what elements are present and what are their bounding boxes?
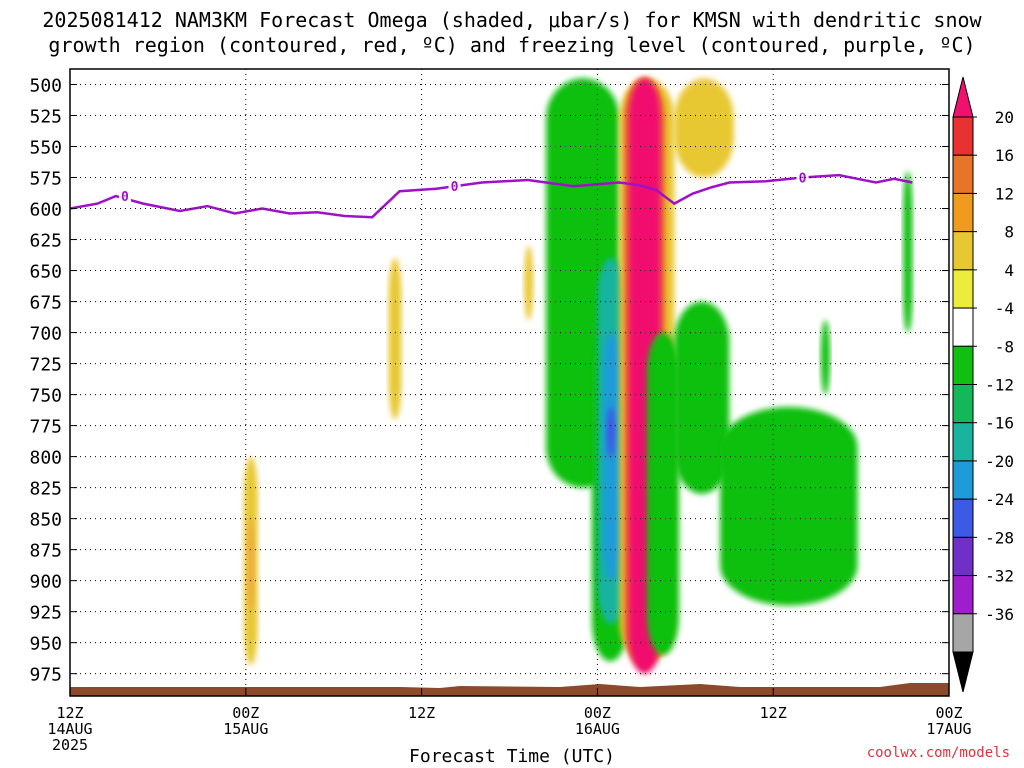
- colorbar-label-3: 8: [1004, 223, 1014, 242]
- plot-frame: [69, 68, 950, 697]
- colorbar-label-9: -20: [985, 452, 1014, 471]
- freezing-level-label-2: 0: [799, 172, 807, 187]
- colorbar-box-1: [952, 154, 974, 194]
- omega-region-14: [674, 78, 734, 178]
- y-tick-label-525: 525: [29, 107, 62, 128]
- grid: [70, 69, 949, 696]
- freezing-level-label-bg-0: [118, 188, 131, 203]
- colorbar-label-12: -32: [985, 567, 1014, 586]
- freezing-level-label-0: 0: [121, 190, 129, 205]
- y-tick-label-650: 650: [29, 262, 62, 283]
- colorbar-label-13: -36: [985, 605, 1014, 624]
- colorbar-box-8: [952, 422, 974, 462]
- x-tick-label-0-1: 14AUG: [47, 720, 92, 738]
- omega-region-13: [674, 301, 730, 494]
- colorbar-top-triangle: [952, 76, 974, 118]
- x-tick-label-1-1: 15AUG: [223, 720, 268, 738]
- y-tick-label-950: 950: [29, 634, 62, 655]
- colorbar-box-2: [952, 192, 974, 233]
- omega-region-16: [820, 320, 830, 395]
- y-tick-label-500: 500: [29, 76, 62, 97]
- colorbar-box-10: [952, 498, 974, 538]
- x-tick-label-5-0: 00Z: [935, 704, 962, 722]
- colorbar-label-2: 12: [995, 184, 1014, 203]
- y-tick-label-750: 750: [29, 386, 62, 407]
- colorbar-label-11: -28: [985, 528, 1014, 547]
- x-tick-label-5-1: 17AUG: [926, 720, 971, 738]
- colorbar-label-8: -16: [985, 414, 1014, 433]
- x-tick-label-0-0: 12Z: [56, 704, 83, 722]
- omega-region-15: [720, 406, 858, 606]
- y-tick-label-775: 775: [29, 417, 62, 438]
- colorbar-box-6: [952, 345, 974, 385]
- plot-area: 0 0 0: [70, 78, 949, 696]
- colorbar-label-0: 20: [995, 108, 1014, 127]
- colorbar-label-10: -24: [985, 490, 1014, 509]
- freezing-level-label-bg-1: [448, 178, 461, 193]
- colorbar-box-5: [952, 307, 974, 347]
- freezing-level-line: [70, 173, 913, 219]
- freezing-level-label-bg-2: [796, 169, 809, 184]
- y-tick-label-600: 600: [29, 200, 62, 221]
- x-tick-label-1-0: 00Z: [232, 704, 259, 722]
- x-tick-label-3-0: 00Z: [584, 704, 611, 722]
- y-tick-label-875: 875: [29, 541, 62, 562]
- colorbar-label-5: -4: [995, 299, 1014, 318]
- y-tick-label-800: 800: [29, 448, 62, 469]
- y-tick-label-825: 825: [29, 479, 62, 500]
- site-credit: coolwx.com/models: [866, 745, 1010, 761]
- surface-terrain: [70, 683, 949, 696]
- x-tick-label-3-1: 16AUG: [575, 720, 620, 738]
- omega-region-12: [646, 332, 679, 656]
- omega-region-17: [903, 171, 913, 333]
- y-tick-label-925: 925: [29, 603, 62, 624]
- omega-region-1: [247, 518, 255, 612]
- colorbar: 20 16 12 8 4 -4 -8 -12 -16 -20 -24 -28 -32 -36: [952, 76, 1014, 693]
- colorbar-box-7: [952, 384, 974, 424]
- y-tick-label-725: 725: [29, 355, 62, 376]
- y-tick-label-675: 675: [29, 293, 62, 314]
- omega-region-2: [388, 258, 402, 420]
- colorbar-box-0: [952, 116, 974, 156]
- colorbar-label-6: -8: [995, 337, 1014, 356]
- colorbar-box-3: [952, 231, 974, 271]
- colorbar-label-1: 16: [995, 146, 1014, 165]
- colorbar-box-11: [952, 536, 974, 577]
- colorbar-box-12: [952, 575, 974, 615]
- y-tick-label-700: 700: [29, 324, 62, 345]
- x-tick-label-4-0: 12Z: [760, 704, 787, 722]
- omega-region-8: [606, 406, 616, 457]
- chart-title-line-1: 2025081412 NAM3KM Forecast Omega (shaded…: [42, 8, 982, 32]
- y-tick-label-900: 900: [29, 572, 62, 593]
- y-tick-label-625: 625: [29, 231, 62, 252]
- omega-region-7: [602, 332, 622, 581]
- colorbar-box-4: [952, 269, 974, 309]
- x-tick-label-2-0: 12Z: [408, 704, 435, 722]
- freezing-level-label-1: 0: [451, 180, 459, 195]
- colorbar-label-4: 4: [1004, 261, 1014, 280]
- chart-title-line-2: growth region (contoured, red, ºC) and f…: [48, 33, 976, 57]
- y-tick-label-575: 575: [29, 169, 62, 190]
- omega-region-3: [524, 245, 534, 321]
- x-axis-title: Forecast Time (UTC): [409, 746, 615, 767]
- colorbar-label-7: -12: [985, 376, 1014, 395]
- y-tick-label-850: 850: [29, 510, 62, 531]
- colorbar-box-13: [952, 613, 974, 653]
- axes: 500 525 550 575 600 625 650 675 700 725 750 775 800 8…: [29, 68, 972, 754]
- y-tick-label-975: 975: [29, 665, 62, 686]
- y-tick-label-550: 550: [29, 138, 62, 159]
- colorbar-bottom-triangle: [952, 651, 974, 693]
- x-tick-label-0-2: 2025: [52, 736, 88, 754]
- colorbar-box-9: [952, 460, 974, 500]
